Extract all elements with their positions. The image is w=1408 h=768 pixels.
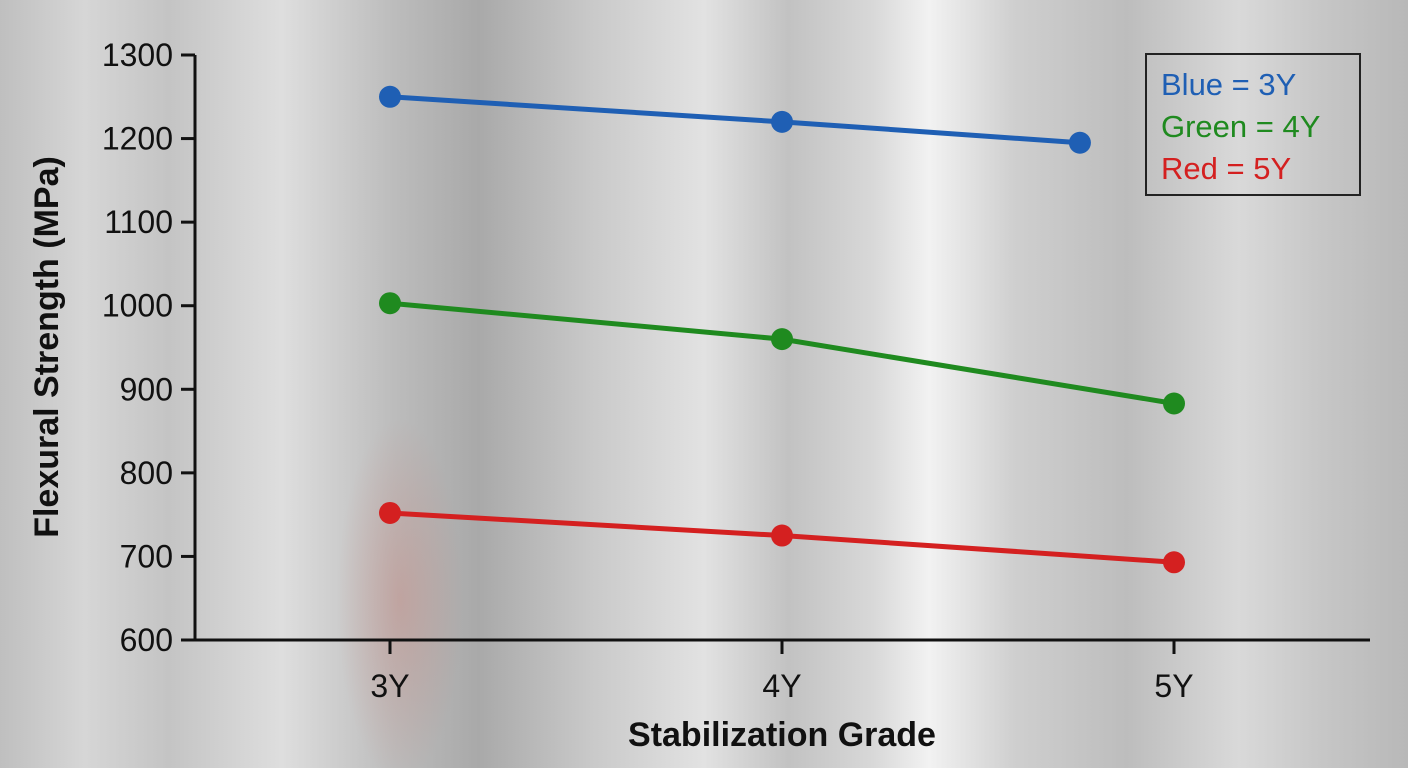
y-tick-label: 900: [120, 371, 173, 407]
data-point: [379, 501, 401, 524]
x-tick-label: 4Y: [762, 668, 801, 704]
data-point: [771, 328, 793, 351]
data-point: [1163, 392, 1185, 415]
y-tick-label: 700: [120, 538, 173, 574]
y-axis-title: Flexural Strength (MPa): [28, 156, 66, 538]
x-axis-title: Stabilization Grade: [628, 716, 936, 754]
legend: Blue = 3Y Green = 4Y Red = 5Y: [1145, 53, 1361, 196]
y-ticks: 600 700 800 900 1000 1100 1200 1300: [102, 37, 195, 658]
x-tick-label: 5Y: [1154, 668, 1193, 704]
y-tick-label: 1000: [102, 288, 173, 324]
y-tick-label: 600: [120, 622, 173, 658]
data-point: [379, 85, 401, 108]
legend-entry-green: Green = 4Y: [1161, 109, 1320, 144]
x-ticks: 3Y 4Y 5Y: [370, 640, 1194, 704]
data-point: [771, 110, 793, 133]
series-layer: [379, 85, 1185, 574]
series-line-1: [387, 300, 1177, 406]
legend-entry-red: Red = 5Y: [1161, 151, 1291, 186]
data-point: [1068, 131, 1091, 154]
data-point: [1163, 551, 1185, 574]
y-tick-label: 1200: [102, 121, 173, 157]
y-tick-label: 800: [120, 455, 173, 491]
data-point: [379, 292, 401, 315]
x-tick-label: 3Y: [370, 668, 409, 704]
data-point: [771, 524, 793, 547]
y-tick-label: 1300: [102, 37, 173, 73]
series-line-0: [387, 94, 1083, 146]
y-tick-label: 1100: [104, 204, 173, 240]
legend-box: [1145, 53, 1361, 196]
legend-entry-blue: Blue = 3Y: [1161, 67, 1296, 102]
